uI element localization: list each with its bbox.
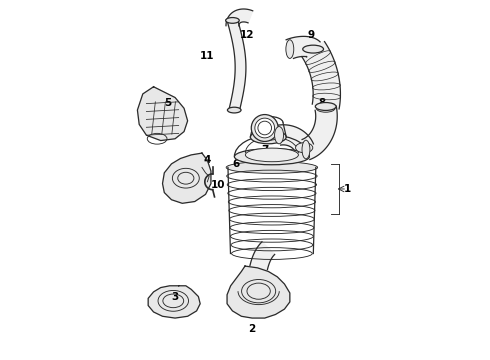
- Polygon shape: [227, 21, 246, 110]
- Ellipse shape: [286, 40, 294, 58]
- Ellipse shape: [302, 140, 310, 159]
- Polygon shape: [277, 125, 314, 152]
- Text: 5: 5: [164, 98, 171, 108]
- Text: 12: 12: [240, 30, 254, 40]
- Ellipse shape: [250, 130, 286, 144]
- Ellipse shape: [255, 118, 274, 138]
- Polygon shape: [163, 153, 211, 203]
- Text: 7: 7: [261, 144, 269, 154]
- Text: 2: 2: [248, 324, 255, 334]
- Polygon shape: [148, 286, 200, 318]
- Text: 8: 8: [318, 98, 326, 108]
- Ellipse shape: [317, 104, 335, 112]
- Text: 10: 10: [211, 180, 225, 190]
- Ellipse shape: [234, 149, 309, 165]
- Ellipse shape: [245, 148, 298, 162]
- Text: 1: 1: [343, 184, 351, 194]
- Polygon shape: [227, 266, 290, 318]
- Text: 11: 11: [200, 51, 215, 61]
- Ellipse shape: [227, 107, 241, 113]
- Text: 4: 4: [204, 155, 211, 165]
- Ellipse shape: [295, 143, 313, 153]
- Polygon shape: [226, 9, 253, 26]
- Polygon shape: [250, 242, 275, 270]
- Text: 3: 3: [172, 292, 179, 302]
- Text: 6: 6: [232, 159, 240, 169]
- Polygon shape: [286, 36, 320, 58]
- Polygon shape: [302, 42, 341, 109]
- Ellipse shape: [315, 103, 336, 111]
- Polygon shape: [137, 87, 188, 140]
- Ellipse shape: [225, 18, 239, 23]
- Polygon shape: [302, 106, 337, 159]
- Ellipse shape: [226, 162, 318, 174]
- Ellipse shape: [303, 45, 323, 53]
- Text: 9: 9: [308, 30, 315, 40]
- Ellipse shape: [274, 127, 284, 144]
- Ellipse shape: [251, 114, 278, 141]
